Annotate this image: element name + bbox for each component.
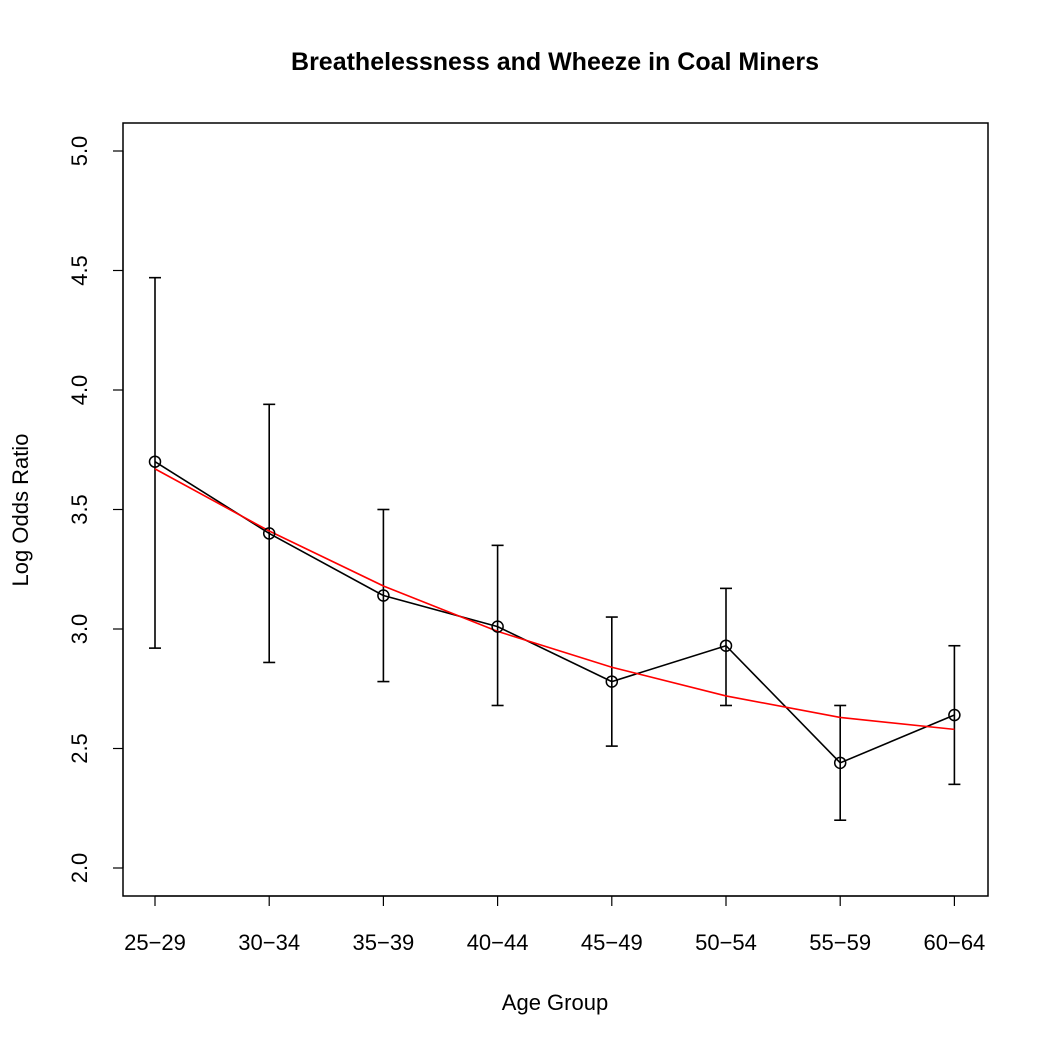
- y-tick-label: 3.0: [67, 614, 92, 645]
- data-point: [262, 527, 276, 540]
- y-tick-label: 4.0: [67, 375, 92, 406]
- series-layer: [148, 455, 961, 770]
- data-point: [377, 589, 390, 602]
- x-tick-label: 40−44: [467, 930, 529, 955]
- data-point: [719, 639, 733, 652]
- x-tick-label: 25−29: [124, 930, 186, 955]
- y-axis: 2.0 2.5 3.0 3.5 4.0 4.5 5.0: [67, 136, 124, 884]
- x-axis-label: Age Group: [502, 990, 608, 1015]
- x-tick-label: 55−59: [809, 930, 871, 955]
- y-tick-label: 2.0: [67, 853, 92, 884]
- chart-title: Breathelessness and Wheeze in Coal Miner…: [291, 48, 819, 76]
- error-bar: [491, 544, 504, 707]
- data-point: [148, 455, 162, 468]
- data-point: [948, 708, 961, 722]
- error-bar: [720, 587, 732, 707]
- x-tick-label: 45−49: [581, 930, 643, 955]
- x-tick-label: 50−54: [695, 930, 757, 955]
- data-point: [605, 675, 619, 688]
- error-bar: [149, 276, 161, 649]
- fitted-line: [154, 468, 955, 731]
- x-tick-label: 30−34: [238, 930, 300, 955]
- x-axis: 25−29 30−34 35−39 40−44 45−49 50−54 55−59 60−64: [124, 895, 986, 955]
- x-tick-label: 60−64: [924, 930, 986, 955]
- y-tick-label: 4.5: [67, 255, 92, 286]
- y-tick-label: 2.5: [67, 733, 92, 764]
- y-tick-label: 3.5: [67, 494, 92, 525]
- data-point: [491, 620, 504, 633]
- data-point: [833, 756, 847, 770]
- y-axis-label: Log Odds Ratio: [8, 434, 33, 587]
- y-tick-label: 5.0: [67, 136, 92, 167]
- observed-line: [154, 461, 955, 764]
- x-tick-label: 35−39: [353, 930, 415, 955]
